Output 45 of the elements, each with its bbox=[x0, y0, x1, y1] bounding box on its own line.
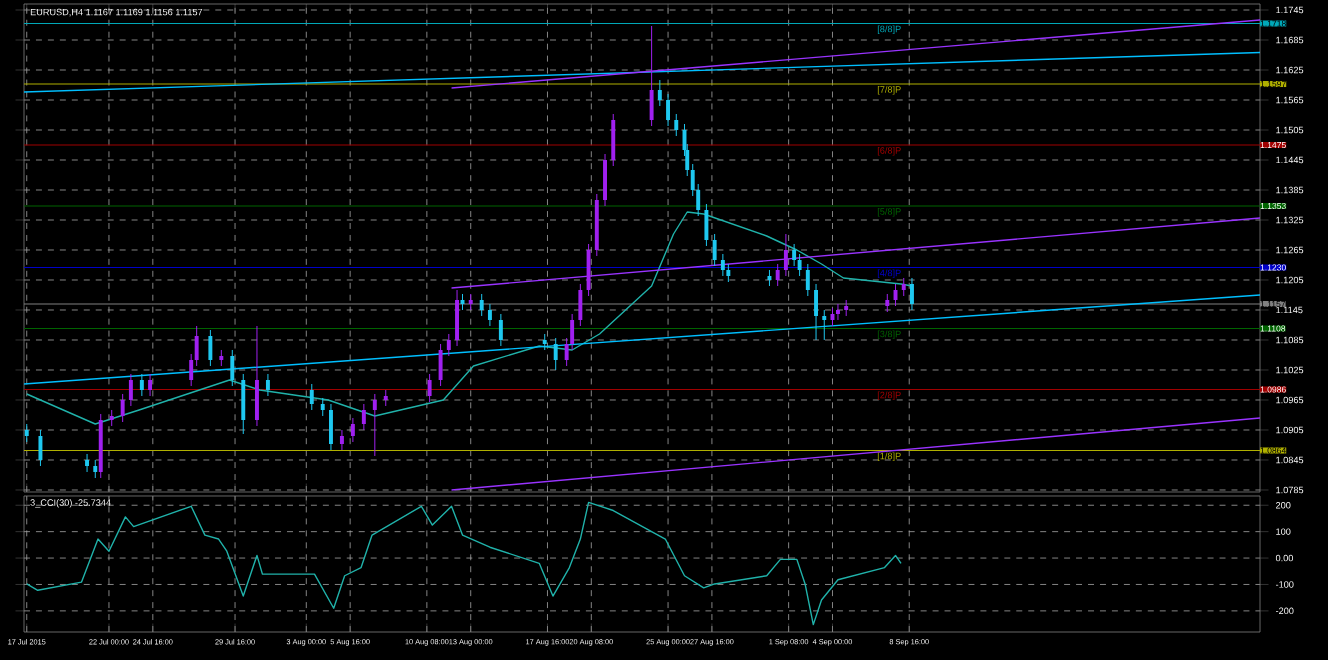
candlestick bbox=[427, 373, 432, 403]
candlestick bbox=[372, 393, 377, 457]
candlestick bbox=[578, 283, 583, 327]
candlestick bbox=[350, 417, 355, 443]
candlestick bbox=[657, 79, 662, 107]
candlestick bbox=[230, 349, 235, 387]
candlestick bbox=[835, 303, 840, 321]
candlestick bbox=[446, 333, 451, 357]
candlestick bbox=[139, 373, 144, 397]
candlestick bbox=[775, 263, 780, 287]
candlestick bbox=[208, 329, 213, 367]
candlestick bbox=[265, 373, 270, 397]
candlestick bbox=[814, 283, 819, 341]
candlestick bbox=[553, 337, 558, 371]
candlestick bbox=[339, 429, 344, 451]
candlestick bbox=[586, 243, 591, 297]
candlestick bbox=[666, 93, 671, 127]
candlestick bbox=[603, 153, 607, 207]
candlestick bbox=[328, 403, 333, 451]
candlestick bbox=[674, 113, 679, 137]
candlestick bbox=[148, 373, 153, 397]
candlestick bbox=[241, 373, 246, 435]
candlestick bbox=[783, 233, 788, 277]
candlestick bbox=[38, 429, 43, 467]
candlestick bbox=[649, 25, 654, 127]
candlestick bbox=[120, 393, 125, 423]
candlestick bbox=[720, 253, 725, 277]
candlestick bbox=[128, 373, 133, 407]
candlestick bbox=[822, 309, 827, 341]
candlestick bbox=[611, 113, 616, 167]
line-series bbox=[26, 501, 902, 626]
candlestick bbox=[85, 453, 90, 473]
candlestick bbox=[704, 203, 709, 247]
candlestick bbox=[309, 383, 314, 411]
candlestick bbox=[254, 325, 259, 427]
candlestick bbox=[438, 343, 443, 387]
line-series bbox=[26, 211, 913, 425]
candlestick bbox=[712, 233, 717, 267]
candlestick bbox=[805, 263, 810, 297]
candlestick bbox=[498, 313, 503, 347]
candlestick bbox=[909, 277, 914, 311]
candlestick bbox=[455, 289, 459, 347]
candlestick bbox=[479, 293, 484, 317]
candlestick bbox=[361, 403, 366, 431]
candlestick bbox=[487, 303, 492, 327]
